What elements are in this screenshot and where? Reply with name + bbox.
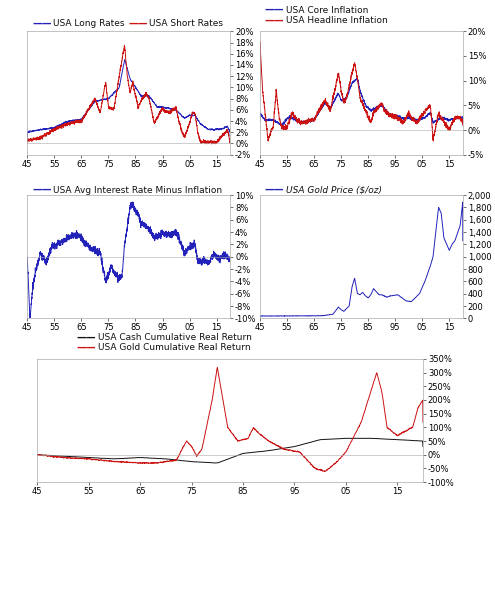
Text: ——: —— — [32, 19, 51, 28]
Text: USA Short Rates: USA Short Rates — [149, 19, 223, 28]
Text: USA Cash Cumulative Real Return: USA Cash Cumulative Real Return — [98, 334, 251, 342]
Text: ——: —— — [265, 16, 284, 25]
Text: USA Long Rates: USA Long Rates — [53, 19, 124, 28]
Text: ——: —— — [77, 343, 97, 353]
Text: USA Gold Cumulative Real Return: USA Gold Cumulative Real Return — [98, 344, 250, 352]
Text: ——: —— — [32, 185, 51, 195]
Text: USA Avg Interest Rate Minus Inflation: USA Avg Interest Rate Minus Inflation — [53, 186, 222, 194]
Text: USA Gold Price ($/oz): USA Gold Price ($/oz) — [286, 186, 382, 194]
Text: USA Headline Inflation: USA Headline Inflation — [286, 16, 388, 25]
Text: ——: —— — [265, 185, 284, 195]
Text: ——: —— — [77, 333, 97, 343]
Text: USA Core Inflation: USA Core Inflation — [286, 6, 368, 14]
Text: ——: —— — [129, 19, 148, 28]
Text: ——: —— — [265, 5, 284, 15]
